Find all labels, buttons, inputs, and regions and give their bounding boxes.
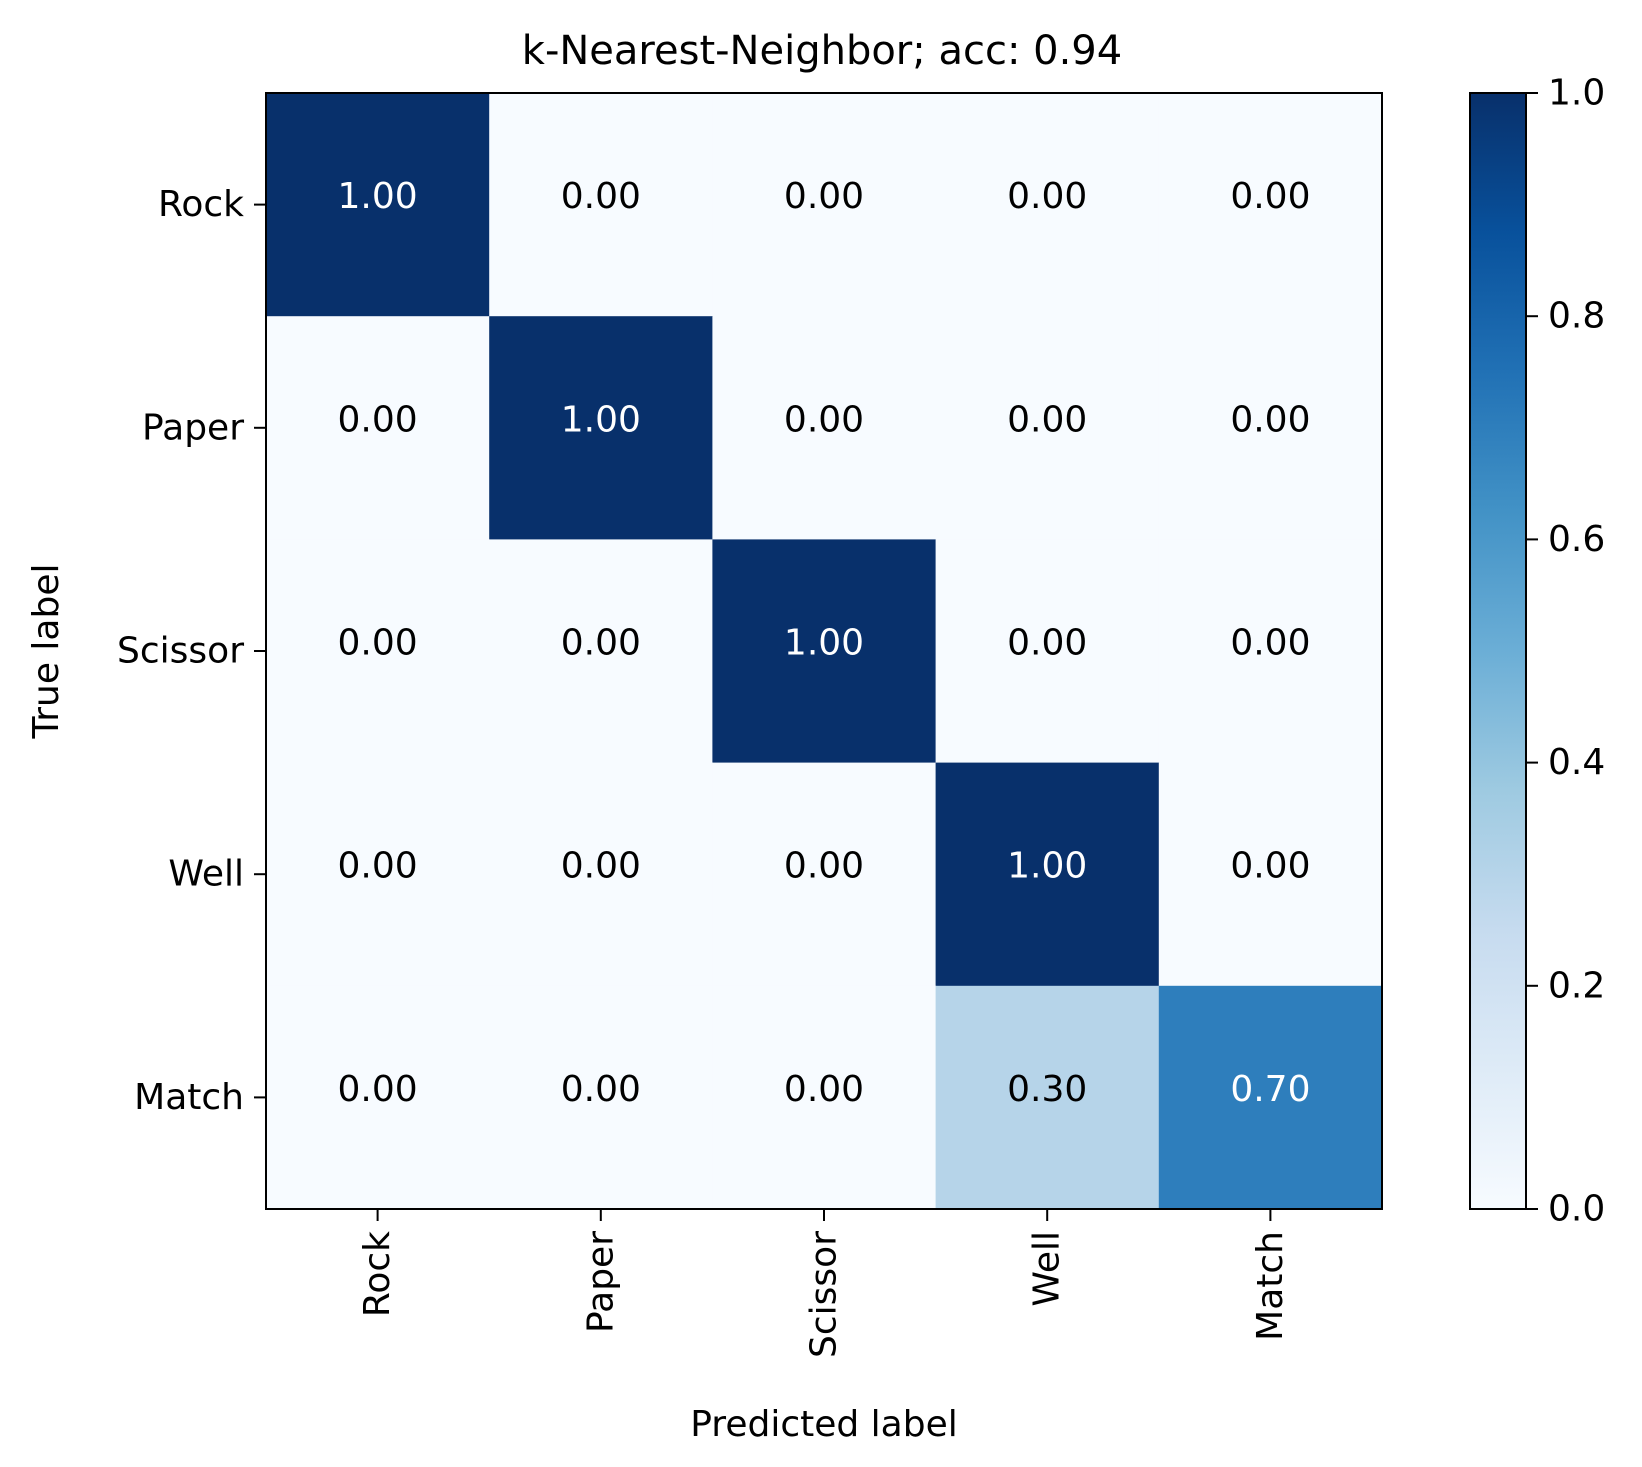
x-tick-label: Match xyxy=(1250,1231,1291,1341)
cell-value-label: 0.00 xyxy=(561,1069,641,1110)
cell-value-label: 0.00 xyxy=(561,846,641,887)
heatmap-cell xyxy=(712,539,937,764)
x-tick-label: Rock xyxy=(357,1231,398,1317)
colorbar-tick-label: 0.8 xyxy=(1548,296,1605,337)
cell-value-label: 0.00 xyxy=(1230,623,1310,664)
cell-value-label: 0.00 xyxy=(1007,623,1087,664)
cell-value-label: 0.00 xyxy=(1230,846,1310,887)
cell-value-label: 1.00 xyxy=(1007,846,1087,887)
y-axis-label: True label xyxy=(26,564,67,740)
cell-value-label: 0.00 xyxy=(338,623,418,664)
y-tick-label: Scissor xyxy=(117,631,244,672)
x-axis-label: Predicted label xyxy=(690,1404,958,1445)
heatmap-cell xyxy=(266,762,490,987)
heatmap-cell xyxy=(489,316,713,540)
heatmap-cell xyxy=(489,93,713,317)
heatmap-cell xyxy=(1158,93,1383,317)
heatmap-cell xyxy=(489,762,713,987)
heatmap-cell xyxy=(266,539,490,764)
heatmap-cell xyxy=(935,985,1160,1210)
heatmap-cell xyxy=(712,93,937,317)
x-tick-label: Well xyxy=(1027,1231,1068,1307)
colorbar-ticks: 0.0 0.2 0.4 0.6 0.8 1.0 xyxy=(1526,73,1605,1230)
cell-value-label: 0.00 xyxy=(338,846,418,887)
heatmap-cell xyxy=(489,985,713,1210)
heatmap-cell xyxy=(266,985,490,1210)
x-tick-label: Paper xyxy=(580,1231,621,1333)
cell-value-label: 0.70 xyxy=(1230,1069,1310,1110)
cell-value-label: 0.00 xyxy=(561,623,641,664)
heatmap-cell xyxy=(1158,985,1383,1210)
colorbar xyxy=(1469,92,1527,1210)
cell-value-label: 0.00 xyxy=(1007,176,1087,217)
heatmap-cell xyxy=(935,93,1160,317)
heatmap-cell xyxy=(1158,316,1383,540)
heatmap-cell xyxy=(712,985,937,1210)
heatmap-cell xyxy=(935,762,1160,987)
heatmap-cell xyxy=(935,316,1160,540)
cell-value-label: 1.00 xyxy=(338,176,418,217)
cell-value-label: 0.00 xyxy=(784,176,864,217)
chart-title: k-Nearest-Neighbor; acc: 0.94 xyxy=(522,28,1122,74)
cell-value-label: 0.00 xyxy=(784,399,864,440)
colorbar-tick-label: 0.6 xyxy=(1548,519,1605,560)
y-tick-label: Rock xyxy=(158,184,244,225)
cell-value-label: 0.00 xyxy=(561,176,641,217)
heatmap-cell xyxy=(489,539,713,764)
cell-value-label: 1.00 xyxy=(784,623,864,664)
colorbar-tick-label: 0.0 xyxy=(1548,1189,1605,1230)
cell-value-label: 0.00 xyxy=(1230,399,1310,440)
heatmap-cell xyxy=(266,93,490,317)
y-tick-label: Match xyxy=(134,1077,244,1118)
heatmap-cell xyxy=(712,316,937,540)
cell-value-label: 0.00 xyxy=(338,1069,418,1110)
x-axis-ticks: Rock Paper Scissor Well Match xyxy=(357,1209,1291,1358)
heatmap-cell xyxy=(1158,539,1383,764)
cell-value-label: 0.00 xyxy=(784,1069,864,1110)
heatmap-cell xyxy=(266,316,490,540)
x-tick-label: Scissor xyxy=(804,1231,845,1358)
cell-value-label: 0.00 xyxy=(784,846,864,887)
heatmap-cell-labels: 1.00 0.00 0.00 0.00 0.00 0.00 1.00 0.00 0.00 0.00… xyxy=(338,176,1311,1110)
heatmap-cell xyxy=(1158,762,1383,987)
cell-value-label: 0.00 xyxy=(1007,399,1087,440)
y-tick-label: Paper xyxy=(142,407,244,448)
cell-value-label: 0.00 xyxy=(338,399,418,440)
colorbar-tick-label: 0.4 xyxy=(1548,742,1605,783)
cell-value-label: 0.30 xyxy=(1007,1069,1087,1110)
cell-value-label: 0.00 xyxy=(1230,176,1310,217)
cell-value-label: 1.00 xyxy=(561,399,641,440)
y-axis-ticks: Rock Paper Scissor Well Match xyxy=(117,184,266,1118)
colorbar-tick-label: 0.2 xyxy=(1548,965,1605,1006)
y-tick-label: Well xyxy=(168,854,244,895)
heatmap-cell xyxy=(712,762,937,987)
heatmap-cell xyxy=(935,539,1160,764)
colorbar-tick-label: 1.0 xyxy=(1548,73,1605,114)
heatmap-cells xyxy=(266,93,1383,1210)
